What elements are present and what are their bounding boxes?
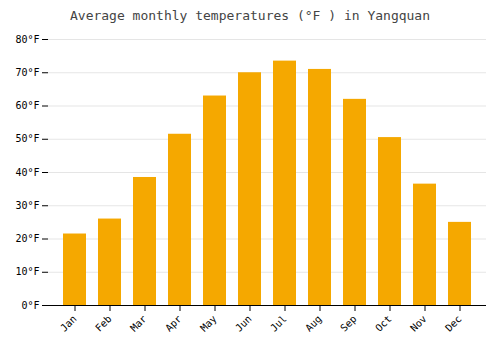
svg-text:30°F: 30°F xyxy=(15,200,39,211)
svg-text:Feb: Feb xyxy=(93,313,114,334)
svg-text:Jun: Jun xyxy=(233,313,254,334)
svg-text:40°F: 40°F xyxy=(15,167,39,178)
svg-text:60°F: 60°F xyxy=(15,100,39,111)
svg-text:Oct: Oct xyxy=(373,313,394,334)
html-text:Average monthly temperatures (: Average monthly temperatures (°F ) in Ya… xyxy=(70,8,430,23)
svg-text:50°F: 50°F xyxy=(15,133,39,144)
svg-text:Aug: Aug xyxy=(303,313,324,334)
svg-text:20°F: 20°F xyxy=(15,233,39,244)
svg-text:Mar: Mar xyxy=(128,313,149,334)
svg-text:Apr: Apr xyxy=(163,313,184,334)
svg-text:10°F: 10°F xyxy=(15,266,39,277)
svg-text:0°F: 0°F xyxy=(21,300,39,311)
svg-text:70°F: 70°F xyxy=(15,67,39,78)
svg-text:Sep: Sep xyxy=(338,313,359,334)
svg-text:Jan: Jan xyxy=(58,313,79,334)
svg-text:80°F: 80°F xyxy=(15,34,39,45)
svg-text:May: May xyxy=(198,313,219,334)
svg-text:Jul: Jul xyxy=(268,313,289,334)
svg-text:Nov: Nov xyxy=(408,313,429,334)
svg-text:Dec: Dec xyxy=(443,313,464,334)
